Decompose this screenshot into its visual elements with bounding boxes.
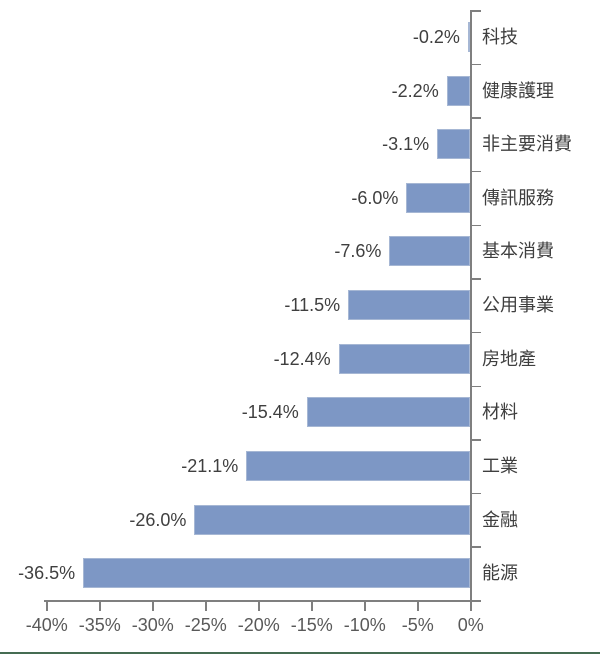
category-boundary-tick <box>470 331 481 334</box>
x-axis-tick <box>99 600 101 611</box>
x-axis-tick <box>470 600 472 611</box>
bar-房地產 <box>338 343 470 374</box>
bar-公用事業 <box>348 290 470 320</box>
x-axis-tick-label: -40% <box>25 615 68 635</box>
category-label-公用事業: 公用事業 <box>482 295 554 315</box>
category-boundary-tick <box>470 546 481 548</box>
category-label-能源: 能源 <box>482 563 518 584</box>
x-axis-tick <box>205 600 207 611</box>
category-boundary-tick <box>470 63 481 66</box>
category-boundary-tick <box>470 10 481 12</box>
value-label-房地產: -12.4% <box>273 348 331 369</box>
category-label-傳訊服務: 傳訊服務 <box>482 187 554 208</box>
value-label-傳訊服務: -6.0% <box>351 187 399 208</box>
category-boundary-tick <box>470 170 481 173</box>
value-label-科技: -0.2% <box>412 26 460 47</box>
category-boundary-tick <box>470 492 481 495</box>
bar-非主要消費 <box>437 129 470 160</box>
value-label-金融: -26.0% <box>129 509 187 530</box>
category-boundary-tick <box>470 600 481 602</box>
category-boundary-tick <box>470 278 481 280</box>
category-boundary-tick <box>470 385 481 387</box>
value-label-能源: -36.5% <box>18 563 76 584</box>
bar-工業 <box>246 450 470 481</box>
value-label-基本消費: -7.6% <box>334 241 382 262</box>
value-label-工業: -21.1% <box>181 455 239 476</box>
value-label-非主要消費: -3.1% <box>382 134 430 155</box>
category-label-科技: 科技 <box>482 26 518 47</box>
x-axis-tick-label: -15% <box>290 615 333 635</box>
x-axis-tick-label: -5% <box>401 615 434 635</box>
bar-金融 <box>194 504 470 535</box>
x-axis-tick-label: -35% <box>78 615 121 635</box>
bar-材料 <box>306 397 470 428</box>
x-axis-tick <box>417 600 419 611</box>
category-label-工業: 工業 <box>482 455 518 476</box>
x-axis-tick <box>258 600 260 611</box>
bar-健康護理 <box>446 75 470 106</box>
bar-能源 <box>83 558 470 589</box>
category-label-健康護理: 健康護理 <box>482 80 554 101</box>
value-label-公用事業: -11.5% <box>284 295 341 315</box>
x-axis-tick-label: 0% <box>457 615 484 635</box>
x-axis-tick-label: -30% <box>131 615 174 635</box>
category-label-非主要消費: 非主要消費 <box>482 134 572 155</box>
bar-基本消費 <box>389 236 470 267</box>
value-label-健康護理: -2.2% <box>391 80 439 101</box>
category-label-金融: 金融 <box>482 509 518 530</box>
x-axis-tick-label: -25% <box>184 615 227 635</box>
bar-科技 <box>467 21 470 52</box>
x-axis-tick <box>311 600 313 611</box>
x-axis-tick <box>46 600 48 611</box>
category-label-房地產: 房地產 <box>482 348 536 369</box>
x-axis-tick <box>152 600 154 611</box>
x-axis-tick <box>364 600 366 611</box>
x-axis-line <box>44 600 472 602</box>
x-axis-tick-label: -20% <box>237 615 280 635</box>
y-axis-line <box>470 10 472 600</box>
category-label-基本消費: 基本消費 <box>482 241 554 262</box>
bottom-accent-line <box>0 652 600 654</box>
category-boundary-tick <box>470 439 481 441</box>
category-label-材料: 材料 <box>482 402 518 423</box>
bar-傳訊服務 <box>406 182 470 213</box>
category-boundary-tick <box>470 224 481 226</box>
value-label-材料: -15.4% <box>241 402 299 423</box>
category-boundary-tick <box>470 117 481 119</box>
x-axis-tick-label: -10% <box>343 615 386 635</box>
